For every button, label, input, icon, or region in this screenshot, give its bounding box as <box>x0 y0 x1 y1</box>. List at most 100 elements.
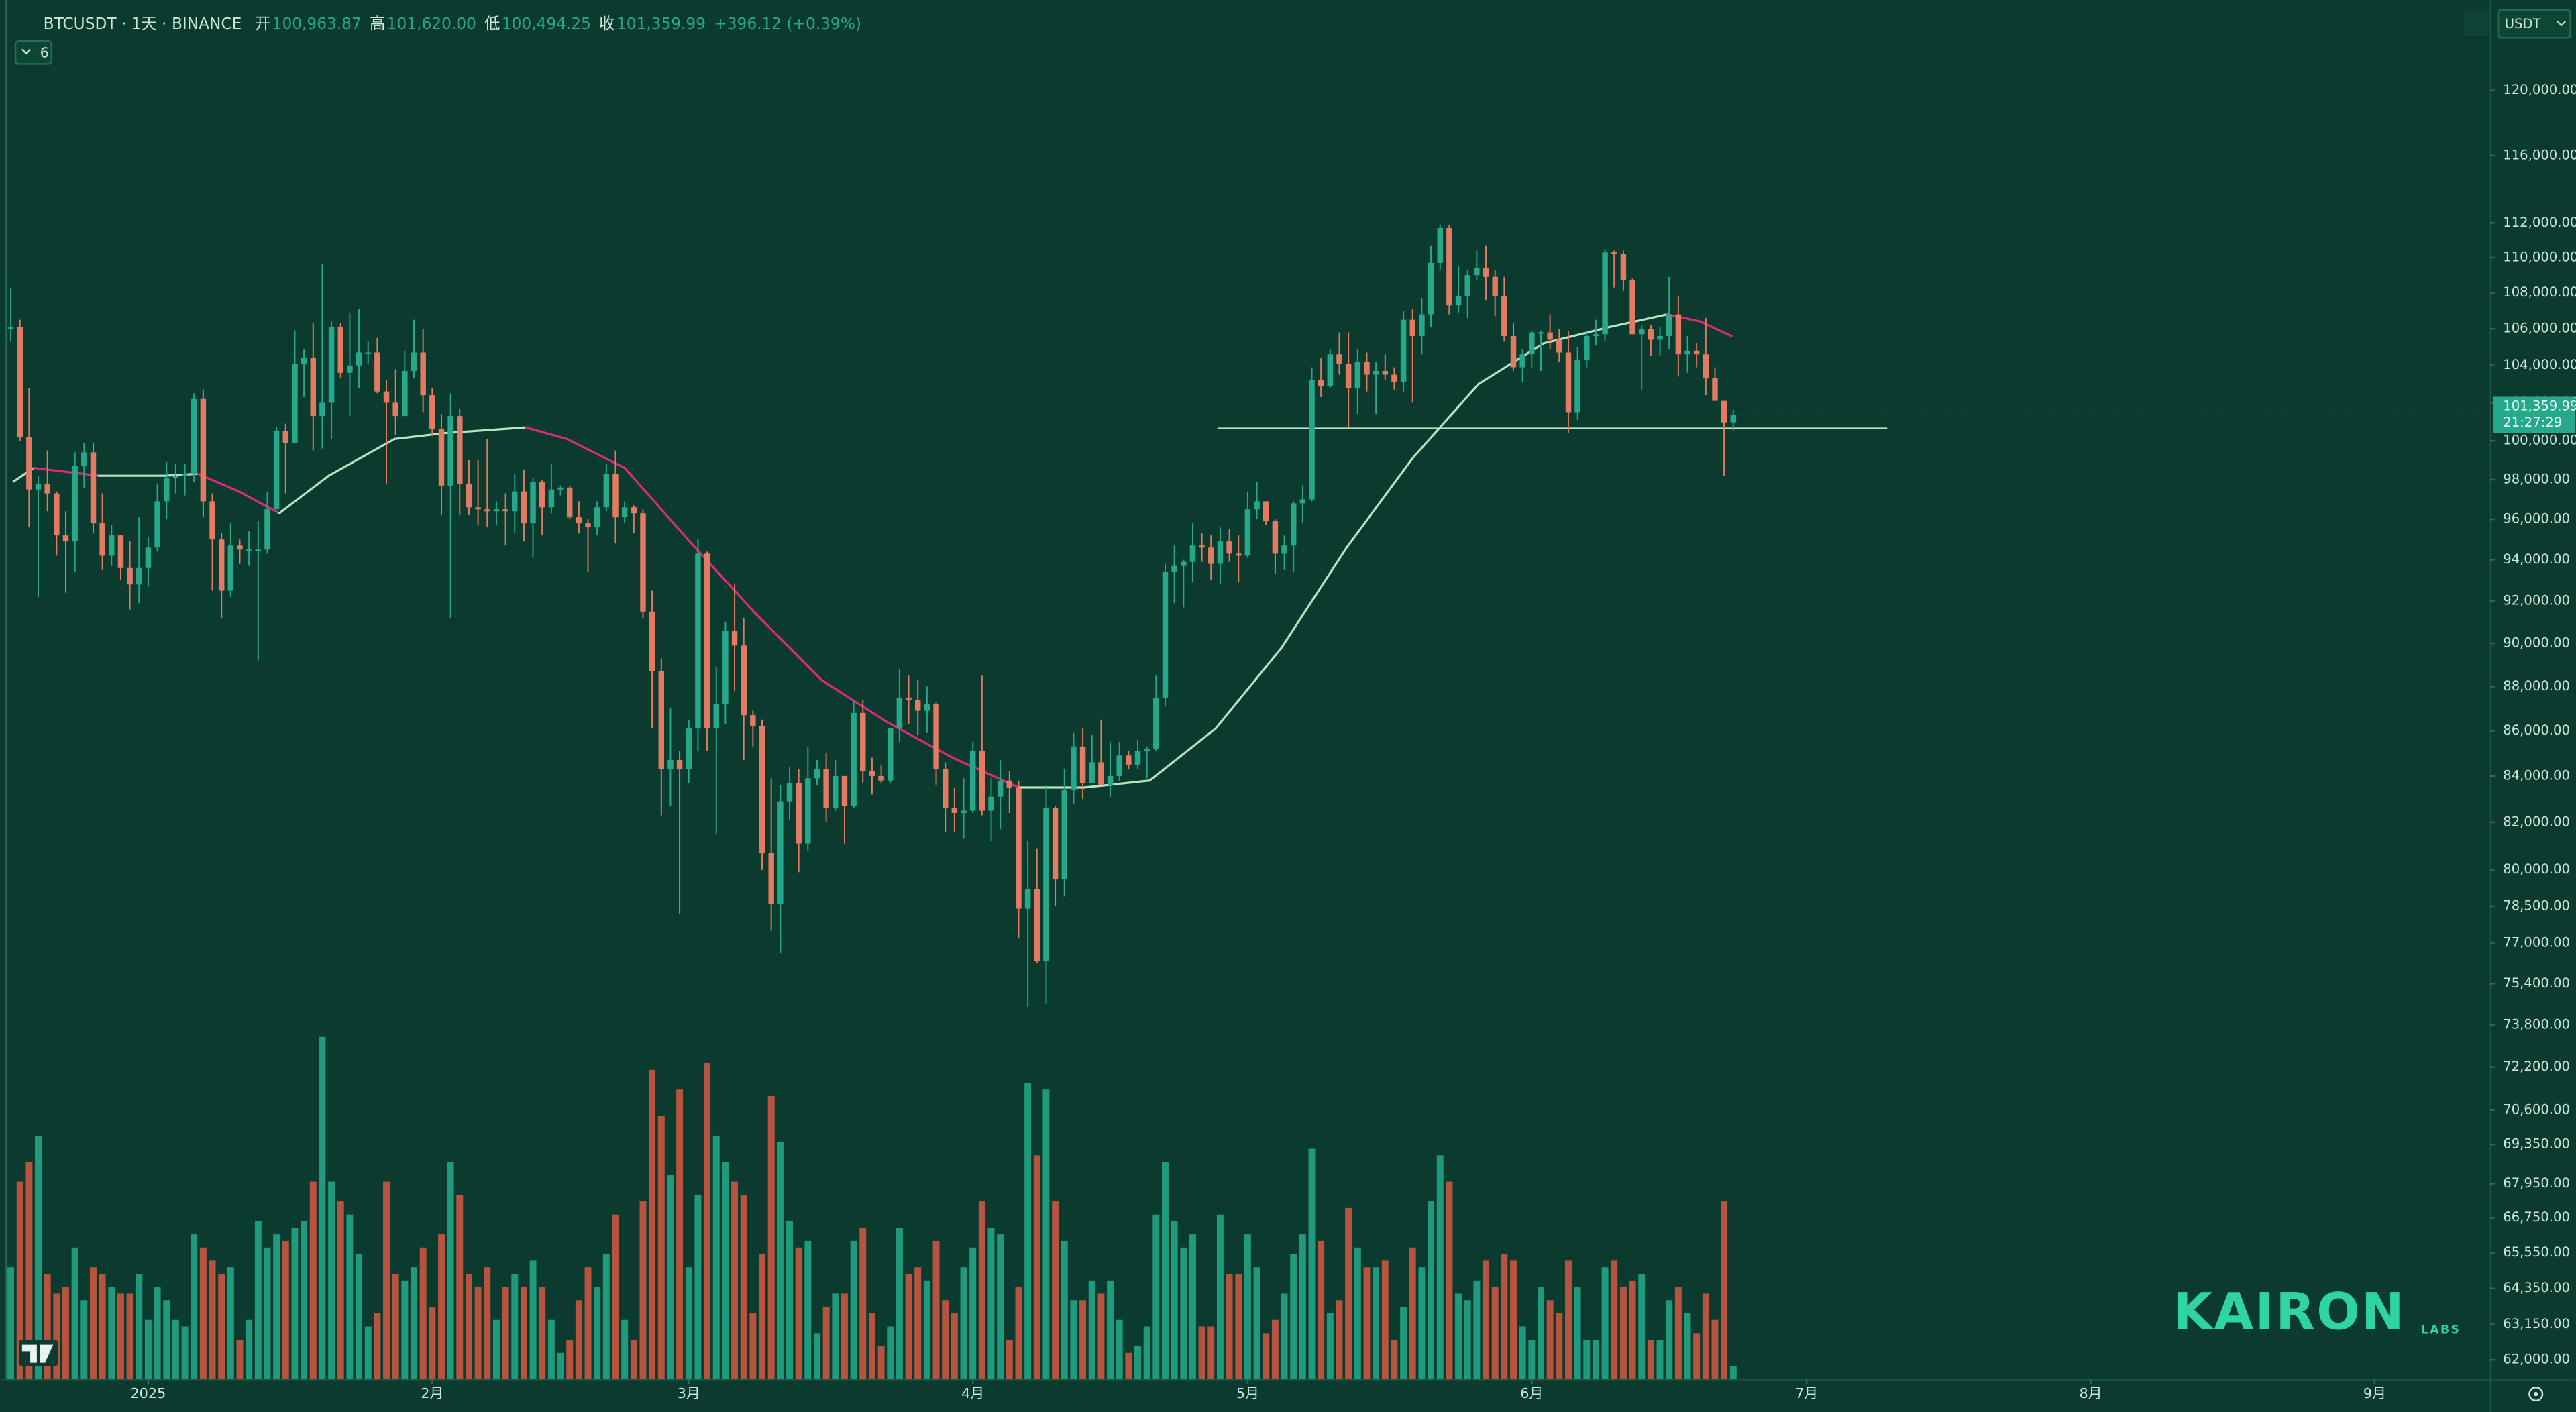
volume-bar <box>264 1247 271 1380</box>
volume-bar <box>1318 1240 1325 1380</box>
settings-button[interactable] <box>2528 1387 2544 1402</box>
volume-bar <box>172 1319 179 1380</box>
candle-body <box>750 715 756 726</box>
candle-body <box>722 631 729 704</box>
candle-body <box>1391 374 1397 382</box>
candle-body <box>942 769 949 809</box>
volume-bar <box>584 1267 592 1380</box>
candle-body <box>686 728 692 769</box>
currency-select[interactable]: USDT <box>2497 9 2571 39</box>
candle-body <box>26 437 32 490</box>
candle-body <box>1510 335 1517 368</box>
candle-body <box>1373 371 1379 375</box>
candle-body <box>117 535 124 568</box>
volume-bar <box>53 1293 60 1380</box>
last-price-tag <box>2493 396 2575 433</box>
layout-button[interactable] <box>2463 9 2490 36</box>
volume-bar <box>1418 1267 1426 1380</box>
ma-segment <box>278 474 330 514</box>
volume-bar <box>1097 1293 1105 1380</box>
indicator-toggle[interactable]: 6 <box>14 40 53 65</box>
volume-bar <box>1107 1280 1114 1380</box>
volume-bar <box>1061 1240 1068 1380</box>
candle-body <box>90 452 97 524</box>
candle-body <box>768 853 774 904</box>
volume-bar <box>282 1240 289 1380</box>
candle-body <box>1006 780 1013 788</box>
ma-segment <box>754 612 823 682</box>
x-tick-label: 5月 <box>1236 1385 1259 1401</box>
candle-body <box>1336 354 1342 364</box>
candle-body <box>1675 314 1682 355</box>
volume-bar <box>1345 1207 1352 1380</box>
volume-bar <box>759 1254 765 1380</box>
candle-body <box>1364 362 1370 375</box>
ma-segment <box>1214 646 1283 730</box>
currency-button[interactable] <box>2497 9 2571 39</box>
y-tick-label: 78,500.00 <box>2503 898 2570 913</box>
candle-body <box>512 491 518 512</box>
volume-bar <box>1409 1247 1416 1380</box>
ma-segment <box>1345 457 1414 549</box>
gear-icon[interactable] <box>2528 1387 2544 1402</box>
volume-bar <box>117 1293 124 1380</box>
candle-body <box>35 483 42 490</box>
candle-body <box>621 507 628 518</box>
volume-bar <box>520 1287 527 1380</box>
volume-bar <box>639 1201 647 1380</box>
volume-bar <box>1428 1201 1435 1380</box>
plot-area <box>7 224 1888 1380</box>
candle-body <box>566 487 573 518</box>
volume-bar <box>1729 1366 1737 1380</box>
candle-body <box>786 783 793 802</box>
indicator-button[interactable] <box>14 40 53 65</box>
candle-body <box>255 549 262 551</box>
candle-body <box>72 466 78 542</box>
volume-bar <box>44 1274 51 1380</box>
candle-body <box>521 491 527 524</box>
candle-body <box>631 507 637 514</box>
volume-bar <box>621 1319 629 1380</box>
candle-body <box>704 553 710 729</box>
volume-bar <box>126 1293 133 1380</box>
volume-bar <box>328 1181 335 1380</box>
volume-bar <box>1638 1274 1646 1380</box>
candle-body <box>585 523 591 528</box>
volume-bar <box>1208 1326 1215 1380</box>
volume-bar <box>1647 1340 1654 1380</box>
candle-body <box>1327 354 1334 386</box>
volume-bar <box>822 1307 830 1380</box>
y-tick-label: 116,000.00 <box>2503 147 2576 162</box>
volume-bar <box>859 1228 867 1380</box>
volume-bar <box>1015 1287 1022 1380</box>
watermark-sub: LABS <box>2421 1323 2461 1337</box>
y-tick-label: 77,000.00 <box>2503 935 2570 951</box>
volume-bar <box>236 1340 244 1380</box>
volume-bar <box>108 1287 115 1380</box>
volume-bar <box>1052 1201 1059 1380</box>
candle-body <box>1474 268 1480 276</box>
candle-body <box>127 567 133 585</box>
ma-segment <box>688 540 757 615</box>
volume-bar <box>676 1089 684 1380</box>
volume-bar <box>877 1346 885 1380</box>
candle-body <box>924 704 930 711</box>
candle-body <box>1730 415 1737 423</box>
volume-bar <box>942 1300 949 1380</box>
volume-bar <box>71 1247 78 1380</box>
volume-bar <box>630 1340 637 1380</box>
volume-bar <box>1400 1307 1407 1380</box>
volume-bar <box>978 1201 985 1380</box>
candle-body <box>1684 350 1690 355</box>
candle-body <box>896 697 903 729</box>
y-tick-label: 88,000.00 <box>2503 678 2570 694</box>
volume-bar <box>438 1234 445 1380</box>
candle-body <box>1638 329 1645 335</box>
volume-bar <box>1281 1293 1288 1380</box>
candle-body <box>1519 354 1525 368</box>
candle-body <box>1382 371 1389 375</box>
candle-body <box>1089 762 1095 783</box>
volume-bar <box>419 1247 427 1380</box>
volume-bar <box>136 1274 143 1380</box>
candle-body <box>1098 762 1104 785</box>
